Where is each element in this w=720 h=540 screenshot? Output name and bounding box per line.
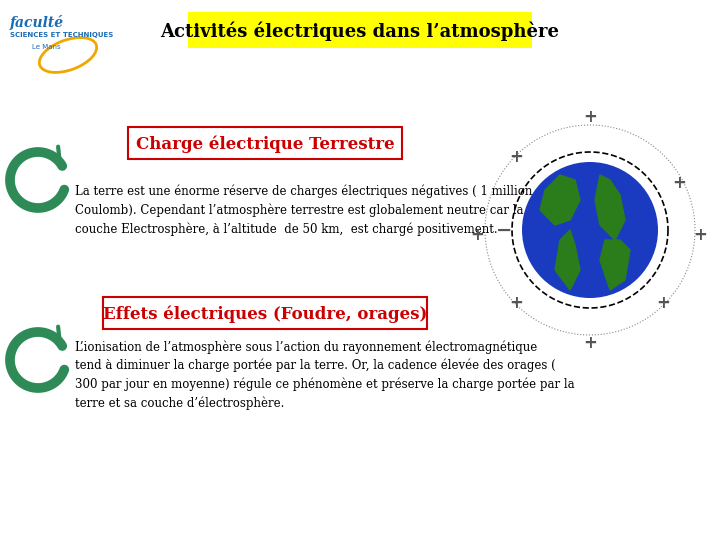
- Text: +: +: [470, 226, 484, 244]
- Polygon shape: [540, 175, 580, 225]
- Text: +: +: [657, 294, 670, 313]
- Text: faculté: faculté: [10, 15, 64, 30]
- Text: Charge électrique Terrestre: Charge électrique Terrestre: [135, 135, 395, 153]
- Text: +: +: [693, 226, 707, 244]
- Text: +: +: [510, 294, 523, 313]
- Polygon shape: [555, 230, 580, 290]
- Text: +: +: [672, 174, 686, 192]
- Text: Activités électriques dans l’atmosphère: Activités électriques dans l’atmosphère: [161, 21, 559, 40]
- Text: +: +: [583, 108, 597, 126]
- FancyBboxPatch shape: [188, 12, 532, 48]
- Polygon shape: [600, 240, 630, 290]
- Ellipse shape: [522, 162, 658, 298]
- Text: Effets électriques (Foudre, orages): Effets électriques (Foudre, orages): [103, 305, 427, 323]
- Text: +: +: [510, 147, 523, 165]
- FancyBboxPatch shape: [128, 127, 402, 159]
- Text: +: +: [583, 334, 597, 352]
- FancyBboxPatch shape: [103, 297, 427, 329]
- Text: −: −: [496, 220, 512, 240]
- Text: La terre est une énorme réserve de charges électriques négatives ( 1 million de
: La terre est une énorme réserve de charg…: [75, 185, 551, 236]
- Text: L’ionisation de l’atmosphère sous l’action du rayonnement électromagnétique
tend: L’ionisation de l’atmosphère sous l’acti…: [75, 340, 575, 410]
- Polygon shape: [595, 175, 625, 240]
- Text: SCIENCES ET TECHNIQUES: SCIENCES ET TECHNIQUES: [10, 32, 113, 38]
- Text: Le Mans: Le Mans: [32, 44, 60, 50]
